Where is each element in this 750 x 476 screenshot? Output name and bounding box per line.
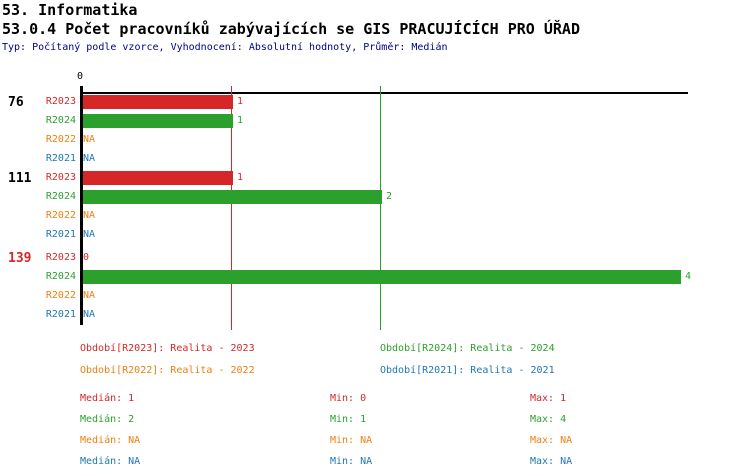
legend-item: Období[R2024]: Realita - 2024	[380, 343, 555, 354]
bar	[83, 95, 233, 109]
series-label: R2022	[45, 210, 76, 221]
bar-value-label: 1	[237, 96, 244, 107]
stat-min: Min: NA	[330, 435, 373, 446]
legend-item: Období[R2022]: Realita - 2022	[80, 365, 255, 376]
bar-value-label: NA	[83, 229, 96, 240]
legend-item: Období[R2021]: Realita - 2021	[380, 365, 555, 376]
stat-max: Max: 1	[530, 393, 567, 404]
series-label: R2023	[45, 252, 76, 263]
bar-value-label: NA	[83, 134, 96, 145]
bar-row: R2021 NA	[0, 152, 750, 166]
bar	[83, 190, 382, 204]
series-label: R2022	[45, 134, 76, 145]
bar	[83, 171, 233, 185]
series-label: R2024	[45, 191, 76, 202]
bar-row: R2022 NA	[0, 209, 750, 223]
bar-value-label: 4	[685, 271, 692, 282]
bar-row: R2022 NA	[0, 289, 750, 303]
legend-item: Období[R2023]: Realita - 2023	[80, 343, 255, 354]
x-axis-line	[81, 92, 688, 94]
y-axis-line	[80, 86, 83, 325]
chart-subtitle: Typ: Počítaný podle vzorce, Vyhodnocení:…	[2, 42, 448, 53]
bar	[83, 270, 681, 284]
bar-row: R2021 NA	[0, 308, 750, 322]
bar-row: R2024 4	[0, 270, 750, 284]
category-title: 53. Informatika	[2, 1, 138, 19]
series-label: R2024	[45, 271, 76, 282]
stat-min: Min: 0	[330, 393, 367, 404]
bar-value-label: 1	[237, 115, 244, 126]
series-label: R2021	[45, 153, 76, 164]
stat-median: Medián: 2	[80, 414, 135, 425]
bar-value-label: NA	[83, 309, 96, 320]
group-label: 76	[8, 95, 24, 110]
stat-min: Min: 1	[330, 414, 367, 425]
series-label: R2024	[45, 115, 76, 126]
bar-row: R2024 2	[0, 190, 750, 204]
bar-value-label: NA	[83, 290, 96, 301]
bar-row: R2023 1	[0, 171, 750, 185]
bar-value-label: 2	[386, 191, 393, 202]
x-axis-zero-label: 0	[77, 71, 84, 82]
bar-value-label: NA	[83, 153, 96, 164]
stat-min: Min: NA	[330, 456, 373, 467]
group-label: 139	[8, 251, 32, 266]
bar	[83, 114, 233, 128]
median-line-r2023	[231, 86, 232, 330]
bar-row: R2022 NA	[0, 133, 750, 147]
series-label: R2021	[45, 309, 76, 320]
stat-median: Medián: NA	[80, 435, 141, 446]
median-line-r2024	[380, 86, 381, 330]
series-label: R2023	[45, 96, 76, 107]
series-label: R2021	[45, 229, 76, 240]
bar-row: R2021 NA	[0, 228, 750, 242]
bar-row: R2023 1	[0, 95, 750, 109]
series-label: R2022	[45, 290, 76, 301]
bar-value-label: 1	[237, 172, 244, 183]
stat-max: Max: NA	[530, 456, 573, 467]
stat-median: Medián: 1	[80, 393, 135, 404]
group-label: 111	[8, 171, 32, 186]
bar-row: R2024 1	[0, 114, 750, 128]
stat-max: Max: 4	[530, 414, 567, 425]
bar-value-label: 0	[83, 252, 90, 263]
page-title: 53.0.4 Počet pracovníků zabývajících se …	[2, 20, 580, 38]
series-label: R2023	[45, 172, 76, 183]
stat-max: Max: NA	[530, 435, 573, 446]
bar-row: R2023 0	[0, 251, 750, 265]
stat-median: Medián: NA	[80, 456, 141, 467]
bar-value-label: NA	[83, 210, 96, 221]
